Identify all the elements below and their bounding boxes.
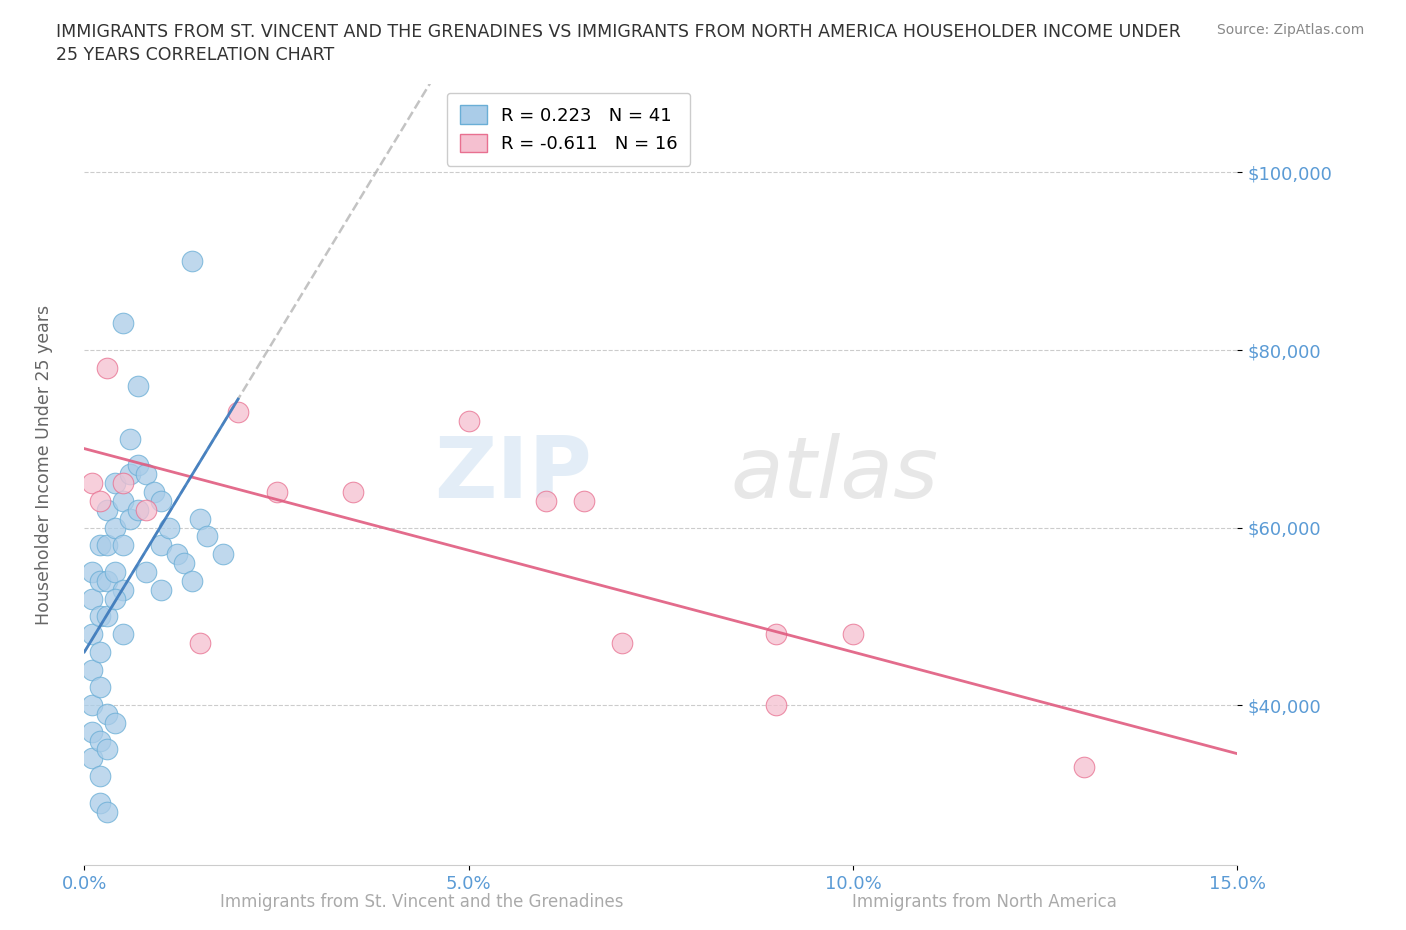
Point [96, 742, 118, 757]
Point [89, 769, 111, 784]
Point [80, 698, 103, 712]
Point [104, 476, 127, 491]
Point [157, 520, 180, 535]
Point [89, 609, 111, 624]
Point [142, 485, 165, 499]
Point [89, 574, 111, 589]
Point [166, 547, 188, 562]
Point [80, 591, 103, 606]
Point [1073, 760, 1095, 775]
Text: ZIP: ZIP [434, 432, 592, 516]
Text: IMMIGRANTS FROM ST. VINCENT AND THE GRENADINES VS IMMIGRANTS FROM NORTH AMERICA : IMMIGRANTS FROM ST. VINCENT AND THE GREN… [56, 23, 1181, 41]
Point [104, 520, 127, 535]
Point [80, 565, 103, 579]
Point [195, 529, 218, 544]
Point [181, 574, 204, 589]
Point [211, 547, 233, 562]
Point [266, 485, 288, 499]
Point [135, 565, 157, 579]
Point [104, 591, 127, 606]
Point [150, 582, 173, 597]
Point [572, 494, 595, 509]
Point [96, 574, 118, 589]
Point [842, 627, 865, 642]
Point [89, 795, 111, 810]
Point [80, 751, 103, 765]
Point [96, 804, 118, 819]
Text: atlas: atlas [730, 432, 938, 516]
Point [111, 538, 134, 552]
Point [188, 635, 211, 650]
Point [111, 476, 134, 491]
Point [89, 538, 111, 552]
Point [150, 494, 173, 509]
Point [765, 698, 787, 712]
Point [96, 360, 118, 375]
Text: Immigrants from St. Vincent and the Grenadines: Immigrants from St. Vincent and the Gren… [221, 893, 623, 910]
Point [127, 458, 149, 472]
Text: Source: ZipAtlas.com: Source: ZipAtlas.com [1216, 23, 1364, 37]
Point [89, 733, 111, 748]
Legend: R = 0.223   N = 41, R = -0.611   N = 16: R = 0.223 N = 41, R = -0.611 N = 16 [447, 93, 690, 166]
Text: Householder Income Under 25 years: Householder Income Under 25 years [35, 305, 53, 625]
Point [120, 432, 142, 446]
Point [96, 502, 118, 517]
Point [135, 502, 157, 517]
Point [188, 512, 211, 526]
Point [120, 467, 142, 482]
Text: 25 YEARS CORRELATION CHART: 25 YEARS CORRELATION CHART [56, 46, 335, 64]
Point [534, 494, 557, 509]
Point [96, 707, 118, 722]
Point [80, 627, 103, 642]
Point [135, 467, 157, 482]
Point [111, 316, 134, 331]
Point [80, 724, 103, 739]
Point [104, 715, 127, 730]
Point [111, 582, 134, 597]
Point [127, 502, 149, 517]
Point [181, 254, 204, 269]
Point [89, 644, 111, 659]
Point [120, 512, 142, 526]
Point [150, 538, 173, 552]
Point [226, 405, 249, 419]
Point [96, 538, 118, 552]
Point [457, 414, 479, 429]
Point [127, 379, 149, 393]
Point [89, 494, 111, 509]
Point [173, 555, 195, 570]
Point [80, 476, 103, 491]
Point [111, 627, 134, 642]
Point [96, 609, 118, 624]
Point [80, 662, 103, 677]
Text: Immigrants from North America: Immigrants from North America [852, 893, 1116, 910]
Point [89, 680, 111, 695]
Point [612, 635, 634, 650]
Point [765, 627, 787, 642]
Point [111, 494, 134, 509]
Point [104, 565, 127, 579]
Point [342, 485, 364, 499]
